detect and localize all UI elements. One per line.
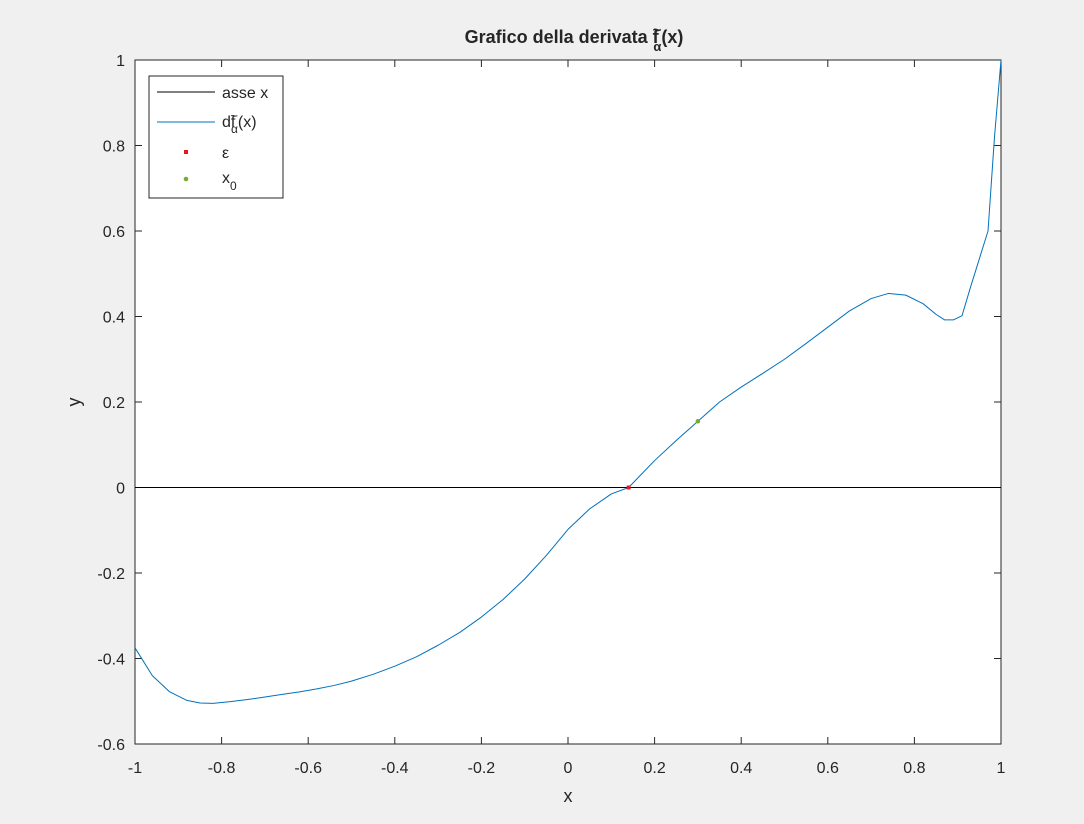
- y-axis-label: y: [64, 398, 84, 407]
- x-tick-label: 1: [997, 760, 1006, 777]
- legend-derivative-subscript: α: [231, 122, 238, 136]
- legend-derivative-accent: ~: [230, 108, 238, 123]
- legend-marker-x0: [183, 176, 189, 182]
- legend-label-derivative: df~ α(x): [222, 108, 257, 136]
- x-tick-label: -0.4: [381, 760, 409, 777]
- series-derivative-line: [134, 59, 1002, 704]
- y-tick-label: -0.6: [97, 737, 125, 754]
- x-tick-label: 0: [564, 760, 573, 777]
- x-axis-ticks: -1 -0.8 -0.6 -0.4 -0.2 0 0.2 0.4 0.6 0.8 1: [128, 60, 1006, 777]
- legend: asse x df~ α(x) ε x0: [148, 75, 284, 199]
- series-x0-point: [695, 418, 701, 424]
- y-tick-label: 0.8: [103, 139, 125, 156]
- y-tick-label: 0: [116, 481, 125, 498]
- legend-label-x0: x0: [222, 170, 237, 193]
- chart-title-main: Grafico della derivata f: [465, 27, 660, 47]
- y-tick-label: 1: [116, 53, 125, 70]
- legend-box: [148, 75, 284, 199]
- chart-title-accent: ~: [653, 22, 662, 39]
- legend-x0-subscript: 0: [230, 179, 237, 193]
- x-tick-label: 0.6: [817, 760, 839, 777]
- legend-x0-name: x: [222, 170, 230, 187]
- x-tick-label: -0.2: [468, 760, 496, 777]
- x-tick-label: -0.8: [208, 760, 236, 777]
- y-tick-label: 0.4: [103, 310, 125, 327]
- x-tick-label: -0.6: [294, 760, 322, 777]
- chart-title-tail: (x): [661, 27, 683, 47]
- x-tick-label: 0.8: [903, 760, 925, 777]
- x-tick-label: -1: [128, 760, 142, 777]
- plot-series: [134, 59, 1002, 704]
- y-tick-label: 0.6: [103, 224, 125, 241]
- x-axis-label: x: [564, 786, 573, 806]
- y-tick-label: 0.2: [103, 395, 125, 412]
- legend-label-asse-x: asse x: [222, 85, 268, 102]
- y-tick-label: -0.4: [97, 652, 125, 669]
- legend-derivative-name: df: [222, 114, 236, 131]
- y-tick-label: -0.2: [97, 566, 125, 583]
- series-epsilon-point: [626, 485, 631, 490]
- legend-marker-epsilon: [184, 150, 188, 154]
- y-axis-ticks: -0.6 -0.4 -0.2 0 0.2 0.4 0.6 0.8 1: [97, 53, 1001, 754]
- legend-derivative-tail: (x): [238, 114, 257, 131]
- x-tick-label: 0.4: [730, 760, 752, 777]
- chart-title: Grafico della derivata f~ α(x): [465, 22, 684, 54]
- legend-label-epsilon: ε: [222, 145, 229, 162]
- chart-title-subscript: α: [653, 39, 661, 54]
- x-tick-label: 0.2: [643, 760, 665, 777]
